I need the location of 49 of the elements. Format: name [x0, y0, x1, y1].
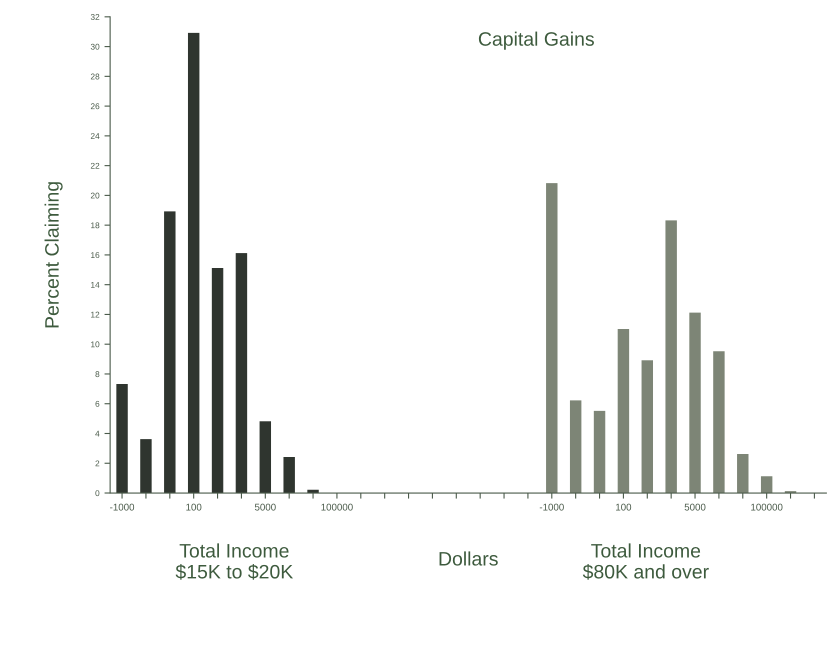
x-tick-label: 100000 [751, 504, 782, 511]
x-tick-label: 100000 [321, 504, 353, 511]
bar [737, 454, 749, 494]
y-tick-label: 26 [90, 103, 100, 110]
x-tick-label: 100 [616, 504, 632, 511]
bar [760, 476, 772, 494]
y-tick-label: 32 [90, 14, 100, 20]
text: Total Income $80K and over [582, 543, 709, 580]
bar [307, 490, 319, 494]
text: Capital Gains [478, 32, 594, 50]
bar [283, 456, 295, 494]
y-tick-label: 16 [91, 252, 100, 258]
bar [116, 384, 128, 494]
bar [140, 439, 152, 494]
y-tick-label: 4 [95, 430, 100, 437]
x-tick-label: -1000 [540, 504, 564, 511]
x-tick-label: 100 [186, 504, 202, 511]
bar [713, 351, 725, 494]
bar [570, 400, 582, 494]
bar [594, 410, 606, 494]
x-axis-title: Dollars [440, 551, 498, 566]
y-tick-label: 22 [90, 162, 100, 169]
y-tick-label: 0 [95, 490, 100, 496]
bar [642, 360, 654, 494]
y-tick-label: 2 [95, 460, 100, 466]
bar [212, 268, 224, 494]
bar [618, 328, 630, 494]
y-tick-label: 20 [90, 192, 100, 198]
bar [260, 421, 272, 494]
bar [546, 183, 558, 494]
bar [665, 220, 677, 494]
y-tick-label: 10 [91, 341, 100, 348]
y-tick-label: 18 [91, 222, 100, 228]
y-tick-label: 8 [95, 371, 100, 378]
bar [689, 312, 701, 494]
bar [236, 253, 248, 494]
y-axis-title: Percent Claiming [44, 182, 63, 328]
y-tick-label: 14 [91, 282, 100, 288]
bar [164, 211, 176, 494]
y-tick-label: 30 [90, 44, 100, 50]
bar [188, 32, 200, 494]
y-tick-label: 28 [90, 74, 100, 80]
y-tick-label: 12 [91, 312, 100, 318]
y-tick-label: 6 [95, 400, 100, 407]
y-tick-label: 24 [90, 133, 100, 139]
x-tick-label: 5000 [684, 504, 706, 511]
text: Total Income $15K to $20K [176, 543, 294, 580]
x-tick-label: 5000 [254, 504, 276, 511]
x-tick-label: -1000 [110, 504, 134, 511]
